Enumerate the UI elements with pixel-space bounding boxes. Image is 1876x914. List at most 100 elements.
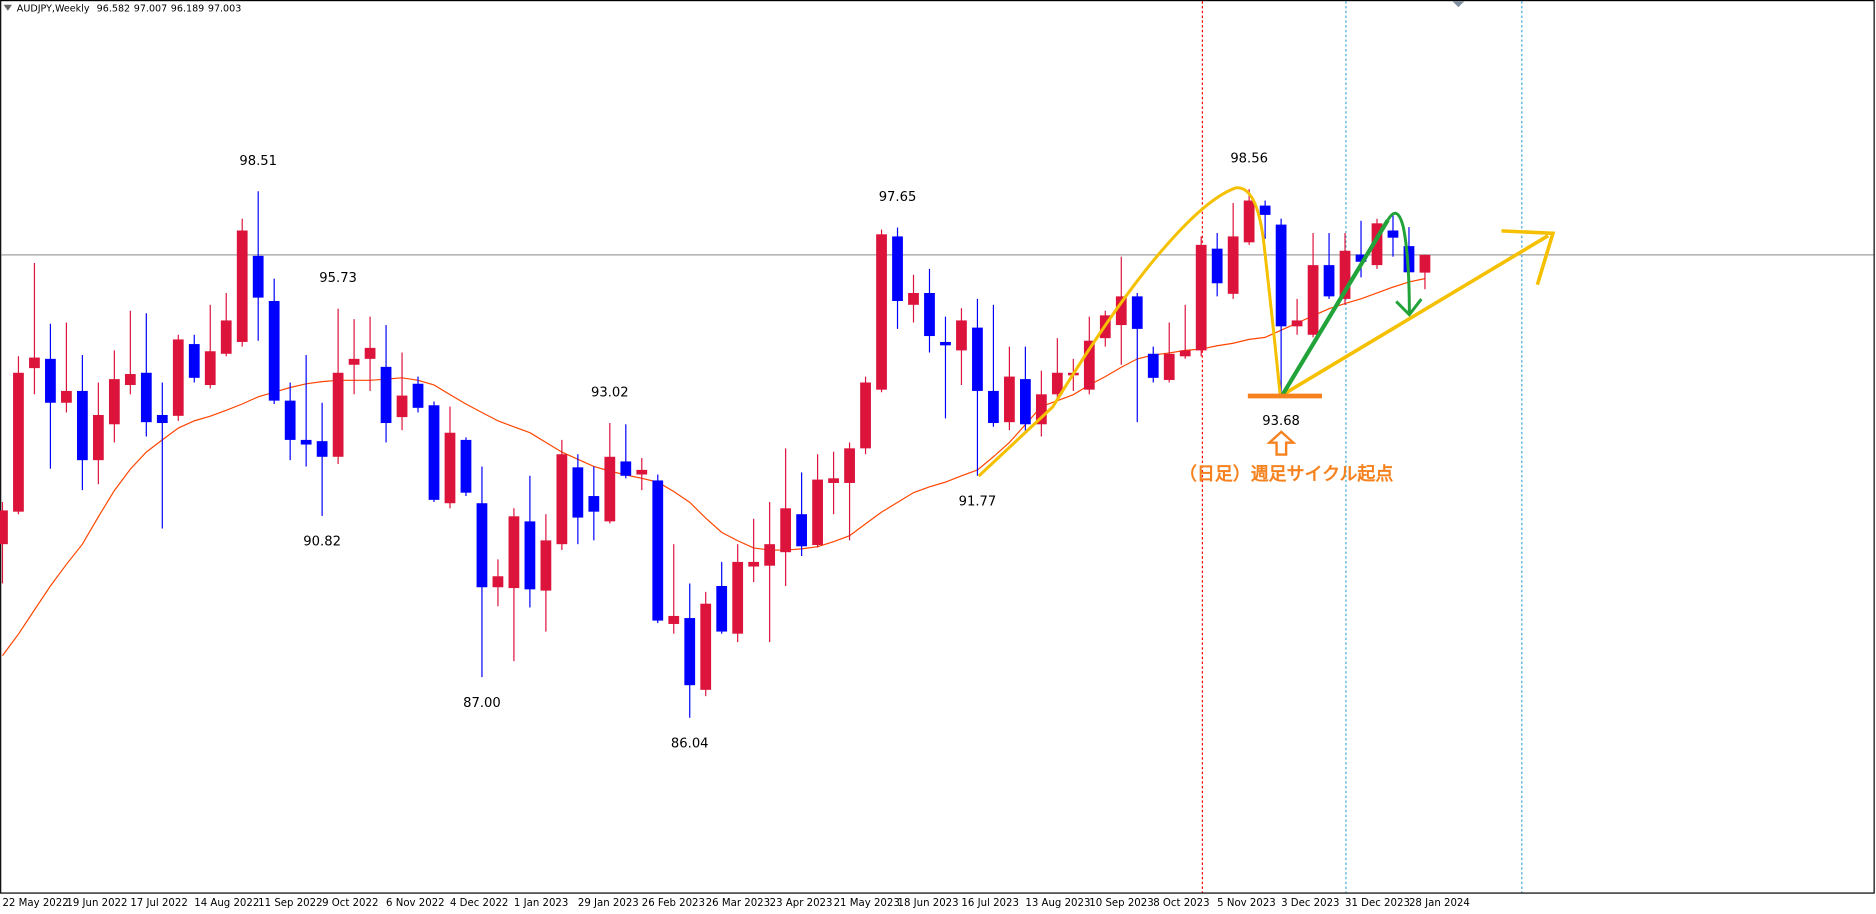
- body: [1259, 205, 1271, 215]
- body: [1051, 372, 1063, 395]
- body: [61, 390, 72, 403]
- body: [844, 448, 855, 483]
- body: [1227, 236, 1239, 294]
- drawings: [977, 1, 1556, 478]
- x-tick-label: 29 Jan 2023: [578, 898, 639, 909]
- up-arrow: [1266, 430, 1297, 456]
- body: [1195, 244, 1207, 351]
- body: [1387, 230, 1399, 238]
- x-tick-label: 23 Apr 2023: [770, 898, 833, 909]
- body: [972, 327, 983, 391]
- body: [396, 395, 408, 418]
- body: [1211, 248, 1223, 284]
- body: [780, 508, 792, 553]
- trend-arrow: [1281, 234, 1550, 397]
- x-tick-label: 5 Nov 2023: [1217, 898, 1276, 909]
- x-tick-label: 6 Nov 2022: [386, 898, 445, 909]
- x-tick-label: 16 Jul 2023: [961, 898, 1018, 909]
- body: [572, 467, 584, 518]
- body: [332, 372, 344, 457]
- body: [1291, 320, 1303, 327]
- low-label: 90.82: [303, 535, 341, 550]
- body: [1115, 296, 1127, 326]
- high-label: 95.73: [319, 271, 357, 286]
- body: [828, 478, 839, 483]
- plot-frame: [0, 0, 1875, 894]
- body: [684, 618, 696, 686]
- high-label: 98.56: [1230, 152, 1268, 167]
- body: [492, 576, 504, 588]
- body: [268, 301, 280, 401]
- symbol: AUDJPY,Weekly: [17, 3, 90, 14]
- x-tick-label: 18 Jun 2023: [898, 898, 959, 909]
- body: [620, 461, 632, 476]
- body: [860, 382, 871, 449]
- body: [796, 514, 808, 547]
- body: [220, 320, 232, 354]
- body: [892, 236, 903, 302]
- body: [652, 480, 664, 621]
- body: [380, 366, 392, 424]
- body: [172, 339, 184, 416]
- x-tick-label: 22 May 2022: [2, 898, 68, 909]
- x-tick-label: 9 Oct 2022: [322, 898, 378, 909]
- body: [1275, 224, 1287, 327]
- arrow-head: [1501, 229, 1556, 286]
- x-tick-label: 19 Jun 2022: [66, 898, 127, 909]
- body: [1179, 350, 1191, 357]
- body: [76, 390, 88, 461]
- body: [1355, 254, 1367, 262]
- body: [1371, 223, 1383, 266]
- body: [252, 255, 264, 298]
- cycle-curve: [977, 186, 1282, 478]
- body: [924, 292, 935, 337]
- last-low: 96.189: [171, 3, 204, 14]
- body: [1419, 254, 1431, 273]
- body: [876, 234, 887, 390]
- last-high: 97.007: [134, 3, 167, 14]
- body: [316, 441, 328, 457]
- body: [1147, 353, 1159, 378]
- body: [556, 454, 568, 545]
- body: [348, 358, 360, 365]
- body: [988, 390, 999, 424]
- x-tick-label: 17 Jul 2022: [130, 898, 187, 909]
- x-tick-label: 13 Aug 2023: [1025, 898, 1090, 909]
- marker: [1452, 1, 1465, 8]
- body: [92, 414, 104, 461]
- high-label: 97.65: [879, 190, 917, 205]
- high-label: 93.02: [591, 386, 629, 401]
- body: [908, 292, 919, 305]
- body: [940, 341, 951, 346]
- body: [236, 230, 248, 342]
- body: [668, 615, 680, 624]
- body: [1339, 250, 1351, 299]
- body: [524, 521, 536, 590]
- high-label: 98.51: [239, 154, 277, 169]
- body: [956, 320, 967, 351]
- low-label: 91.77: [959, 495, 997, 510]
- body: [1004, 376, 1015, 423]
- body: [1083, 340, 1095, 390]
- body: [108, 379, 120, 425]
- body: [1035, 394, 1047, 425]
- body: [124, 374, 136, 386]
- low-label: 93.68: [1262, 414, 1300, 429]
- x-tick-label: 8 Oct 2023: [1153, 898, 1209, 909]
- x-tick-label: 4 Dec 2022: [450, 898, 508, 909]
- green-line: [1280, 219, 1390, 396]
- body: [29, 357, 40, 369]
- x-tick-label: 21 May 2023: [834, 898, 900, 909]
- body: [300, 439, 312, 445]
- low-label: 87.00: [463, 696, 501, 711]
- body: [604, 456, 616, 522]
- body: [540, 540, 552, 591]
- body: [140, 372, 152, 423]
- body: [1243, 200, 1255, 243]
- x-tick-label: 10 Sep 2023: [1089, 898, 1153, 909]
- body: [508, 516, 520, 589]
- last-close: 97.003: [208, 3, 241, 14]
- body: [588, 496, 600, 512]
- body: [1163, 353, 1175, 380]
